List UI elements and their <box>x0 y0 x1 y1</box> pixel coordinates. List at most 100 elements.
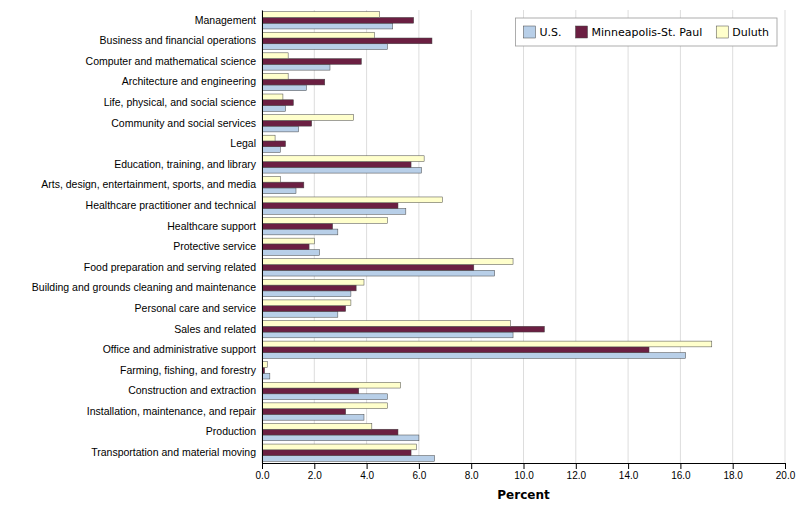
tick-label: Business and financial operations <box>100 34 256 46</box>
bar <box>262 382 401 388</box>
tick: 8.0 <box>465 463 479 481</box>
tick: Management <box>195 14 256 26</box>
bar <box>262 388 359 394</box>
bar <box>262 250 320 256</box>
bar <box>262 394 388 400</box>
bar <box>262 12 380 18</box>
tick: Community and social services <box>111 117 256 129</box>
bar <box>262 208 406 214</box>
grid-line <box>471 10 472 463</box>
bar <box>262 403 388 409</box>
tick-label: 6.0 <box>412 470 426 481</box>
bar <box>262 156 424 162</box>
x-axis: 0.0 2.0 4.0 6.0 8.0 10.0 12.0 14.0 16.0 18.0 20.0 <box>256 463 796 481</box>
bars <box>262 12 712 462</box>
bar <box>262 59 361 65</box>
bar <box>262 188 296 194</box>
series <box>262 12 712 450</box>
bar <box>262 176 280 182</box>
bar <box>262 100 293 106</box>
bar <box>262 44 388 50</box>
tick-label: Production <box>206 425 256 437</box>
tick-mark <box>471 463 472 469</box>
tick-label: 14.0 <box>619 470 639 481</box>
bar <box>262 106 286 112</box>
grid <box>262 10 785 463</box>
tick-label: Arts, design, entertainment, sports, and… <box>41 178 256 190</box>
tick-label: 8.0 <box>465 470 479 481</box>
tick: Food preparation and serving related <box>84 261 256 273</box>
tick: 18.0 <box>723 463 743 481</box>
tick-label: Healthcare practitioner and technical <box>86 199 256 211</box>
tick-label: 2.0 <box>308 470 322 481</box>
legend-item: Minneapolis-St. Paul <box>576 26 703 39</box>
tick: Production <box>206 425 256 437</box>
legend-swatch <box>576 26 588 38</box>
grid-line <box>418 10 419 463</box>
bar <box>262 94 283 100</box>
bar <box>262 85 306 91</box>
tick-label: Legal <box>230 137 256 149</box>
tick: 6.0 <box>412 463 426 481</box>
series <box>262 23 686 461</box>
tick-label: 10.0 <box>514 470 534 481</box>
tick: 14.0 <box>619 463 639 481</box>
tick-label: Personal care and service <box>135 302 257 314</box>
bar <box>262 347 649 353</box>
tick-label: Architecture and engineering <box>122 75 256 87</box>
bar <box>262 265 474 271</box>
bar <box>262 182 304 188</box>
legend-label: Duluth <box>732 26 769 39</box>
grid-line <box>523 10 524 463</box>
bar <box>262 259 513 265</box>
tick-mark <box>785 463 786 469</box>
tick: Farming, fishing, and forestry <box>120 364 257 376</box>
tick: 20.0 <box>776 463 796 481</box>
tick-mark <box>524 463 525 469</box>
bar <box>262 218 388 224</box>
bar <box>262 23 393 29</box>
tick-label: Life, physical, and social science <box>104 96 256 108</box>
bar <box>262 291 351 297</box>
tick: Installation, maintenance, and repair <box>87 405 257 417</box>
bar <box>262 429 398 435</box>
bar <box>262 285 356 291</box>
tick-label: Management <box>195 14 256 26</box>
tick: Building and grounds cleaning and mainte… <box>32 281 256 293</box>
bar <box>262 423 372 429</box>
tick-label: 20.0 <box>776 470 796 481</box>
tick: Arts, design, entertainment, sports, and… <box>41 178 256 190</box>
bar <box>262 306 346 312</box>
axis-line <box>263 464 786 470</box>
bar <box>262 456 435 462</box>
tick-label: Construction and extraction <box>128 384 256 396</box>
bar <box>262 414 364 420</box>
bar <box>262 141 286 147</box>
bar <box>262 373 270 379</box>
tick-label: Healthcare support <box>167 220 256 232</box>
bar <box>262 409 346 415</box>
tick-mark <box>367 463 368 469</box>
tick-mark <box>262 463 263 469</box>
bar <box>262 270 495 276</box>
bar <box>262 223 333 229</box>
bar <box>262 17 414 23</box>
grid-line <box>262 10 263 463</box>
legend-item: U.S. <box>523 26 561 39</box>
tick: Life, physical, and social science <box>104 96 256 108</box>
tick-label: Installation, maintenance, and repair <box>87 405 257 417</box>
tick-label: 12.0 <box>567 470 587 481</box>
bar <box>262 341 712 347</box>
bar <box>262 332 513 338</box>
bar <box>262 147 280 153</box>
tick: 4.0 <box>360 463 374 481</box>
tick: 0.0 <box>256 463 270 481</box>
tick: 10.0 <box>514 463 534 481</box>
tick-label: 16.0 <box>671 470 691 481</box>
axis-line <box>262 11 263 464</box>
legend-frame <box>515 18 777 46</box>
tick-label: Education, training, and library <box>114 158 257 170</box>
tick: 16.0 <box>671 463 691 481</box>
bar <box>262 53 288 59</box>
legend-swatch <box>716 26 728 38</box>
